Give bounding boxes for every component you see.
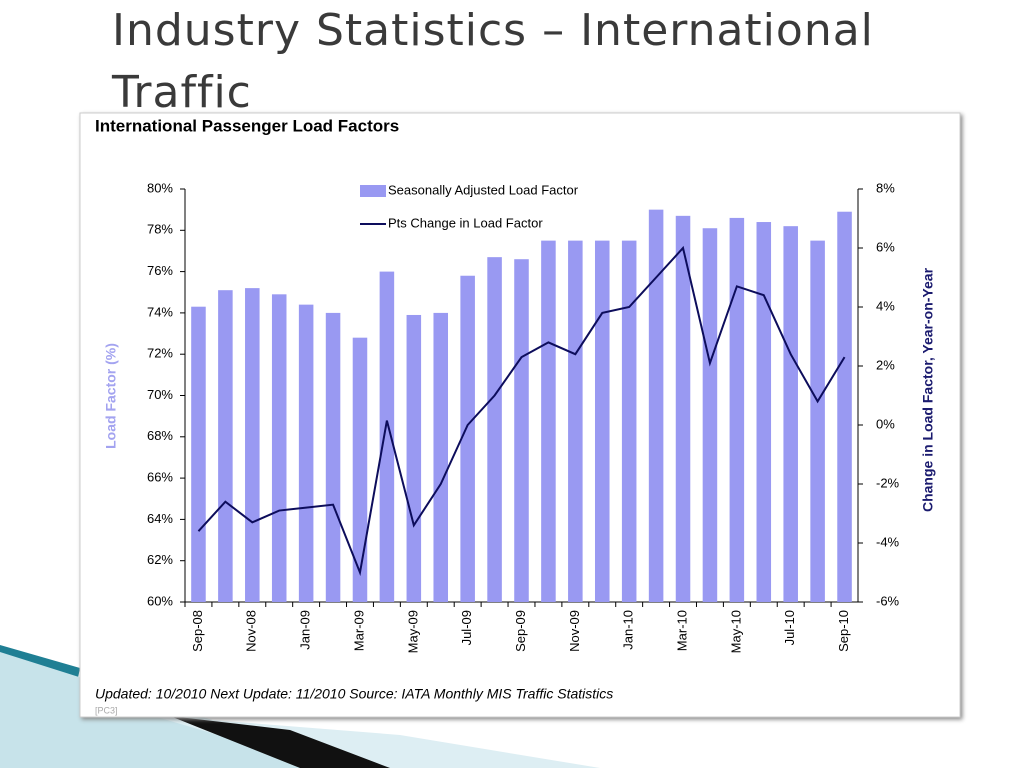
bar bbox=[406, 314, 422, 602]
x-tick-label: May-09 bbox=[405, 610, 420, 653]
y-tick-label: 72% bbox=[147, 346, 173, 361]
y2-tick-label: 6% bbox=[876, 239, 895, 254]
line bbox=[197, 245, 846, 577]
legend-label: Seasonally Adjusted Load Factor bbox=[388, 182, 579, 197]
bar bbox=[621, 240, 637, 602]
bar bbox=[729, 217, 745, 602]
x-tick-label: Nov-08 bbox=[244, 610, 259, 652]
y-tick-label: 68% bbox=[147, 428, 173, 443]
x-tick-label: Mar-09 bbox=[351, 610, 366, 651]
y-tick-label: 66% bbox=[147, 470, 173, 485]
x-tick-label: Sep-09 bbox=[513, 610, 528, 652]
bar bbox=[379, 271, 395, 602]
bar bbox=[568, 240, 583, 602]
x-tick-label: Mar-10 bbox=[674, 610, 689, 651]
chart-title: International Passenger Load Factors bbox=[95, 116, 399, 135]
x-tick-label: May-10 bbox=[728, 610, 743, 653]
y2-tick-label: -6% bbox=[876, 593, 900, 608]
y-tick-label: 76% bbox=[147, 263, 173, 278]
legend-swatch bbox=[360, 185, 386, 197]
bar bbox=[325, 312, 341, 602]
x-tick-label: Jul-09 bbox=[459, 610, 474, 645]
slide-title: Industry Statistics – International Traf… bbox=[112, 5, 874, 118]
y2-axis-label: Change in Load Factor, Year-on-Year bbox=[920, 267, 936, 512]
x-tick-label: Sep-08 bbox=[190, 610, 205, 652]
x-tick-label: Jul-10 bbox=[782, 610, 797, 645]
bar bbox=[433, 312, 449, 602]
tag: [PC3] bbox=[95, 705, 118, 715]
decoration bbox=[170, 716, 390, 768]
y2-tick-label: 2% bbox=[876, 357, 895, 372]
bar bbox=[218, 290, 233, 602]
y-tick-label: 74% bbox=[147, 304, 173, 319]
x-tick-label: Jan-10 bbox=[621, 610, 636, 650]
y2-tick-label: -2% bbox=[876, 475, 900, 490]
bar bbox=[675, 215, 691, 602]
bar bbox=[541, 240, 556, 602]
bar bbox=[271, 294, 287, 602]
bar bbox=[298, 304, 314, 602]
y-tick-label: 70% bbox=[147, 387, 173, 402]
bar bbox=[514, 259, 529, 602]
legend-label: Pts Change in Load Factor bbox=[388, 215, 543, 230]
y2-tick-label: 0% bbox=[876, 416, 895, 431]
y-tick-label: 78% bbox=[147, 222, 173, 237]
x-tick-label: Sep-10 bbox=[836, 610, 851, 652]
x-tick-label: Nov-09 bbox=[567, 610, 582, 652]
y-tick-label: 60% bbox=[147, 593, 173, 608]
y2-tick-label: -4% bbox=[876, 534, 900, 549]
y-axis-label: Load Factor (%) bbox=[103, 343, 119, 449]
bar bbox=[783, 226, 798, 603]
bar bbox=[352, 337, 368, 602]
y2-tick-label: 4% bbox=[876, 298, 895, 313]
bar bbox=[460, 275, 475, 602]
bar bbox=[810, 240, 825, 602]
bar bbox=[487, 257, 502, 602]
bar bbox=[702, 228, 718, 603]
y-tick-label: 80% bbox=[147, 180, 173, 195]
y-tick-label: 62% bbox=[147, 552, 173, 567]
bar bbox=[756, 222, 772, 603]
y-tick-label: 64% bbox=[147, 511, 173, 526]
bar bbox=[594, 240, 610, 602]
x-tick-label: Jan-09 bbox=[298, 610, 313, 650]
bar bbox=[648, 209, 664, 602]
bar bbox=[191, 306, 206, 602]
y2-tick-label: 8% bbox=[876, 180, 895, 195]
bar bbox=[245, 288, 260, 602]
note: Updated: 10/2010 Next Update: 11/2010 So… bbox=[95, 686, 613, 702]
bar bbox=[837, 211, 852, 602]
